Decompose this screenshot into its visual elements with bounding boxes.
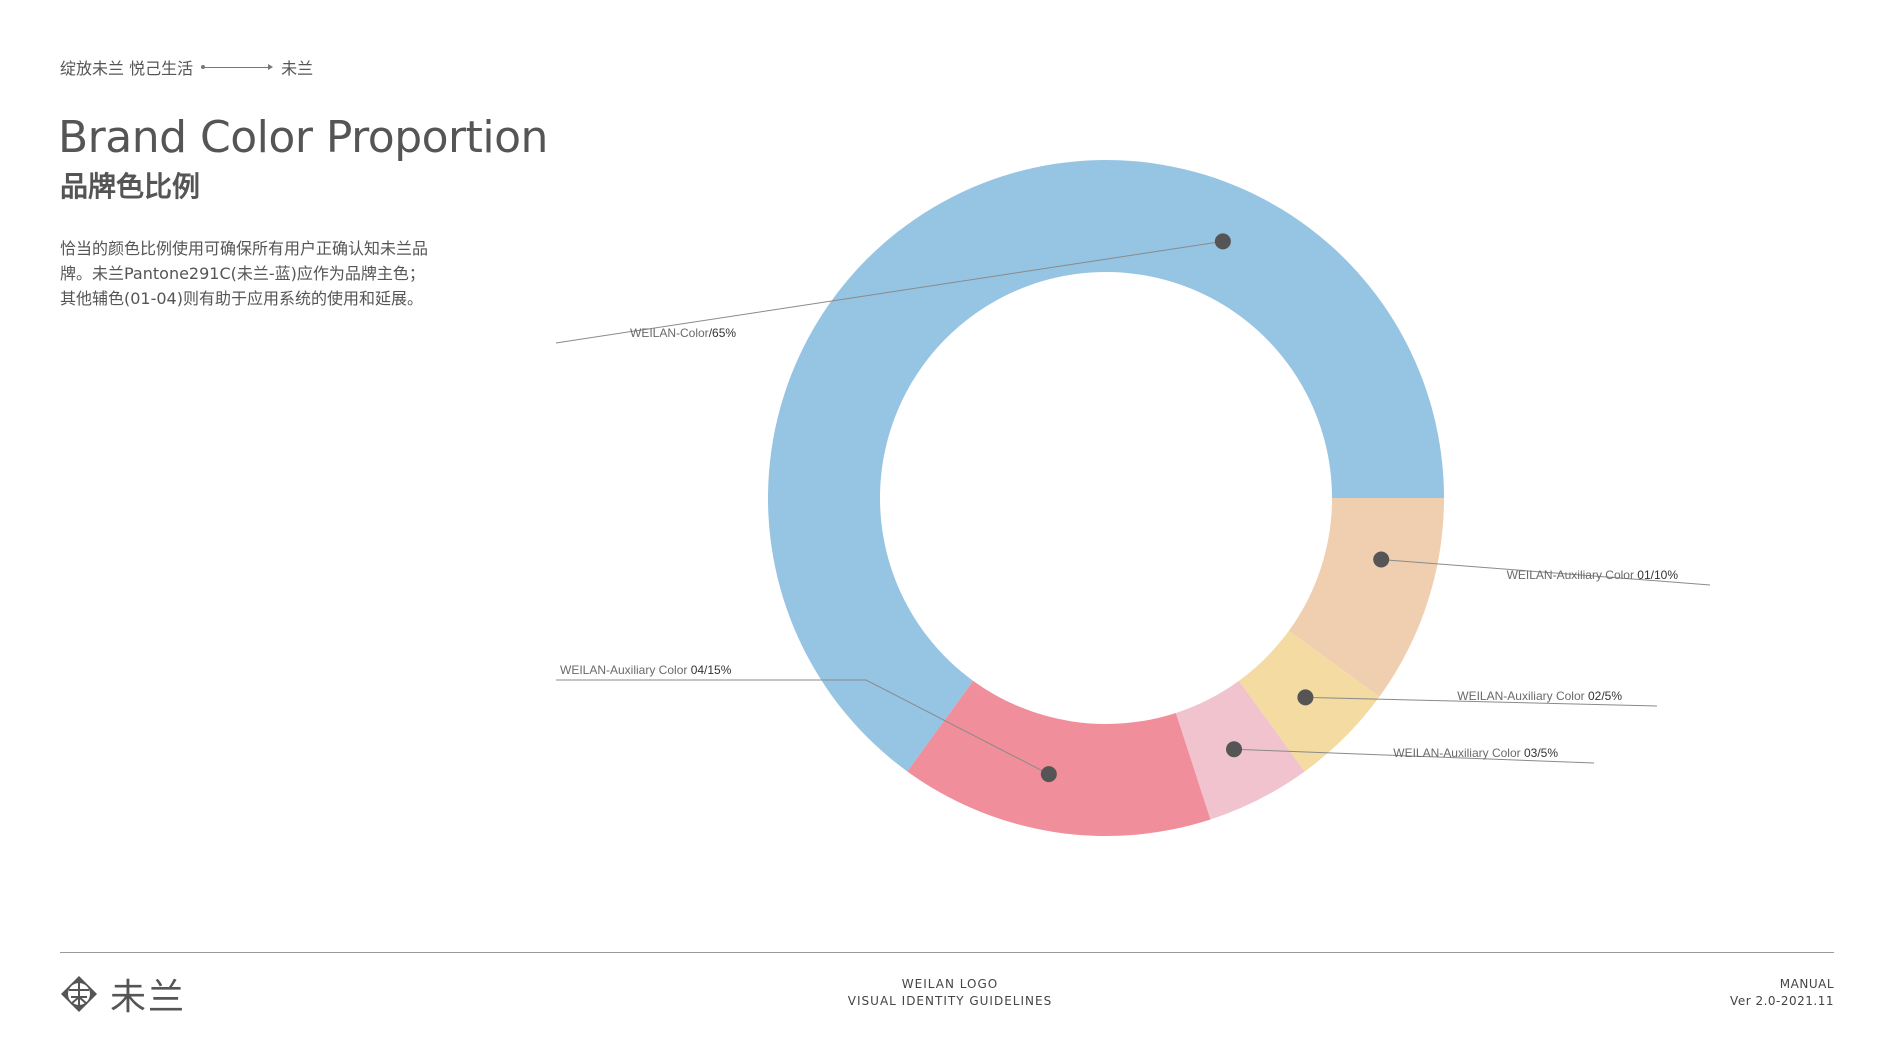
footer-right-line2: Ver 2.0-2021.11 [1730,994,1834,1008]
footer-right: MANUAL Ver 2.0-2021.11 [1730,976,1834,1010]
logo-wordmark: 未兰 [110,977,187,1018]
footer-right-line1: MANUAL [1779,977,1834,991]
slice-label-value: 03/5% [1524,746,1558,760]
slice-markers [1040,233,1390,783]
donut-slice-5 [907,680,1211,836]
slice-marker-5 [1040,766,1057,783]
slice-label-name: WEILAN-Auxiliary Color [560,663,691,677]
slice-label-name: WEILAN-Auxiliary Color [1457,689,1588,703]
page-subtitle: 品牌色比例 [60,170,201,203]
slice-label-4: WEILAN-Auxiliary Color 03/5% [1393,746,1558,760]
donut-slice-2 [1288,498,1444,697]
slice-label-name: WEILAN-Auxiliary Color [1393,746,1524,760]
slice-marker-4 [1226,741,1243,758]
slice-label-value: 01/10% [1637,568,1678,582]
slice-marker-1 [1214,233,1231,250]
slice-label-1: WEILAN-Color/65% [630,326,736,340]
breadcrumb-left: 绽放未兰 悦己生活 [60,59,194,78]
breadcrumb-right: 未兰 [281,59,314,78]
slice-label-value: 02/5% [1588,689,1622,703]
footer-center-line2: VISUAL IDENTITY GUIDELINES [847,994,1053,1008]
slice-label-value: 04/15% [691,663,732,677]
slice-label-5: WEILAN-Auxiliary Color 04/15% [560,663,732,677]
weilan-emblem-icon [61,976,97,1012]
slice-label-name: WEILAN-Color [630,326,709,340]
leader-lines [555,240,1711,775]
leader-line-1 [555,240,1223,344]
page-title: Brand Color Proportion [58,112,548,163]
page-description: 恰当的颜色比例使用可确保所有用户正确认知未兰品牌。未兰Pantone291C(未… [60,239,429,308]
slice-marker-3 [1297,689,1314,706]
arrow-right-icon [201,62,274,72]
leader-line-3 [1305,696,1658,707]
footer-center-line1: WEILAN LOGO [901,977,999,991]
footer-divider [60,952,1834,953]
footer-center: WEILAN LOGO VISUAL IDENTITY GUIDELINES [800,976,1100,1010]
donut-slice-1 [768,160,1444,772]
leader-line-4 [1234,748,1595,764]
slice-marker-2 [1373,551,1390,568]
slice-label-3: WEILAN-Auxiliary Color 02/5% [1457,689,1622,703]
slice-label-value: /65% [709,326,737,340]
donut-slices [768,160,1444,836]
leader-line-5 [556,679,1050,775]
slice-label-name: WEILAN-Auxiliary Color [1507,568,1638,582]
brand-logo: 未兰 [60,968,186,1020]
slice-labels: WEILAN-Color/65% WEILAN-Auxiliary Color 0… [560,326,1678,760]
breadcrumb: 绽放未兰 悦己生活 未兰 [60,55,313,79]
leader-line-2 [1381,559,1711,586]
slice-label-2: WEILAN-Auxiliary Color 01/10% [1507,568,1679,582]
